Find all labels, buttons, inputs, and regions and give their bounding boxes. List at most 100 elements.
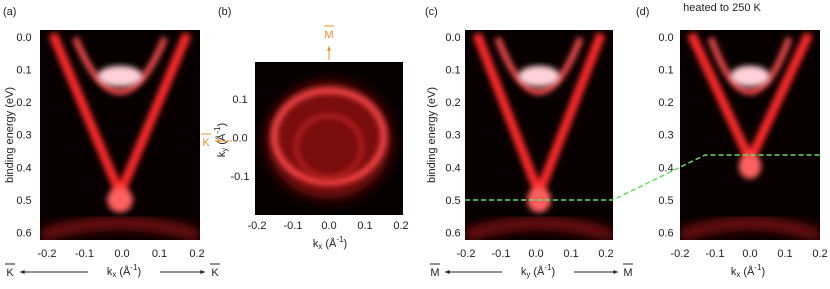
x-tick-label: 0.0	[321, 220, 336, 232]
x-tick-label: 0.0	[528, 248, 543, 260]
y-tick-label: 0.0	[658, 32, 673, 44]
intensity	[72, 36, 168, 95]
y-tick-label: 0.6	[658, 228, 673, 240]
y-tick-label: 0.4	[658, 162, 673, 174]
axis-superscript: -1	[130, 263, 138, 272]
symmetry-point: K	[6, 267, 14, 279]
y-tick-label: 0.5	[658, 195, 673, 207]
intensity	[494, 36, 584, 95]
x-tick-label: 0.1	[563, 248, 578, 260]
axis-symbol: k	[521, 266, 527, 278]
arpes-image	[40, 30, 200, 240]
arpes-image	[465, 30, 613, 240]
arrow-head	[20, 270, 25, 274]
arpes-image	[680, 30, 820, 240]
symmetry-point: M	[324, 29, 333, 41]
axis-unit: (Å	[740, 265, 755, 278]
y-tick-label: 0.4	[445, 162, 460, 174]
intensity	[707, 36, 793, 95]
axis-label: ky (Å-1)	[213, 123, 229, 157]
x-tick-label: 0.2	[189, 248, 204, 260]
y-tick-label: 0.0	[16, 32, 31, 44]
axis-subscript: y	[526, 270, 530, 279]
axis-superscript: -1	[213, 126, 222, 134]
axis-symbol: k	[107, 266, 113, 278]
x-tick-label: 0.1	[152, 248, 167, 260]
y-tick-label: 0.1	[16, 65, 31, 77]
symmetry-point: K	[211, 267, 219, 279]
symmetry-point: K	[202, 137, 210, 149]
y-tick-label: 0.0	[445, 32, 460, 44]
arrow-head	[445, 270, 450, 274]
axis-subscript: x	[736, 270, 740, 279]
panel-label: (a)	[3, 6, 16, 18]
x-tick-label: -0.2	[671, 248, 690, 260]
y-tick-label: 0.1	[232, 94, 247, 106]
axis-unit-end: )	[762, 266, 766, 278]
x-tick-label: -0.2	[248, 220, 267, 232]
x-tick-label: 0.0	[742, 248, 757, 260]
axis-unit-end: )	[552, 266, 556, 278]
intensity	[518, 65, 560, 87]
y-tick-label: 0.5	[445, 195, 460, 207]
axis-label: ky (Å-1)	[521, 263, 555, 279]
axis-label: kx (Å-1)	[107, 263, 141, 279]
intensity	[294, 113, 364, 180]
axis-superscript: -1	[544, 263, 552, 272]
x-tick-label: -0.1	[706, 248, 725, 260]
y-tick-label: 0.1	[658, 65, 673, 77]
axis-label: binding energy (eV)	[4, 87, 16, 183]
x-tick-label: 0.2	[598, 248, 613, 260]
x-tick-label: -0.1	[492, 248, 511, 260]
axis-subscript: x	[112, 270, 116, 279]
intensity	[730, 65, 770, 87]
x-tick-label: 0.1	[777, 248, 792, 260]
axis-symbol: k	[313, 238, 319, 250]
x-tick-label: 0.1	[357, 220, 372, 232]
y-tick-label: -0.1	[231, 171, 250, 183]
y-tick-label: 0.2	[658, 97, 673, 109]
arrow-head	[613, 270, 618, 274]
x-tick-label: 0.2	[812, 248, 827, 260]
y-tick-label: 0.2	[16, 97, 31, 109]
y-tick-label: 0.4	[16, 162, 31, 174]
intensity	[97, 65, 143, 87]
axis-unit-end: )	[216, 123, 228, 127]
axis-label: kx (Å-1)	[731, 263, 765, 279]
arpes-image	[255, 62, 403, 215]
y-tick-label: 0.0	[232, 132, 247, 144]
intensity	[266, 82, 392, 199]
axis-symbol: k	[731, 266, 737, 278]
y-tick-label: 0.5	[16, 195, 31, 207]
intensity	[738, 153, 762, 179]
panel-label: (b)	[218, 6, 231, 18]
y-tick-label: 0.2	[445, 97, 460, 109]
axis-subscript: y	[220, 148, 229, 152]
x-tick-label: -0.1	[284, 220, 303, 232]
y-tick-label: 0.3	[445, 130, 460, 142]
intensity	[40, 219, 200, 240]
x-tick-label: 0.2	[393, 220, 408, 232]
y-tick-label: 0.3	[658, 130, 673, 142]
x-tick-label: -0.1	[75, 248, 94, 260]
intensity	[465, 219, 613, 240]
axis-superscript: -1	[336, 235, 344, 244]
y-tick-label: 0.6	[16, 228, 31, 240]
arrow-head	[200, 270, 205, 274]
intensity	[107, 187, 133, 213]
x-tick-label: -0.2	[38, 248, 57, 260]
axis-subscript: x	[318, 242, 322, 251]
axis-unit: (Å	[530, 265, 545, 278]
y-tick-label: 0.6	[445, 228, 460, 240]
axis-label: binding energy (eV)	[426, 87, 438, 183]
axis-unit: (Å	[116, 265, 131, 278]
panel-title: heated to 250 K	[683, 2, 761, 14]
energy-guide	[465, 154, 820, 201]
symmetry-point: M	[430, 267, 439, 279]
axis-unit: (Å	[215, 133, 228, 148]
intensity	[680, 219, 820, 240]
intensity	[271, 87, 387, 186]
arrow-head	[327, 46, 331, 51]
y-tick-label: 0.1	[445, 65, 460, 77]
